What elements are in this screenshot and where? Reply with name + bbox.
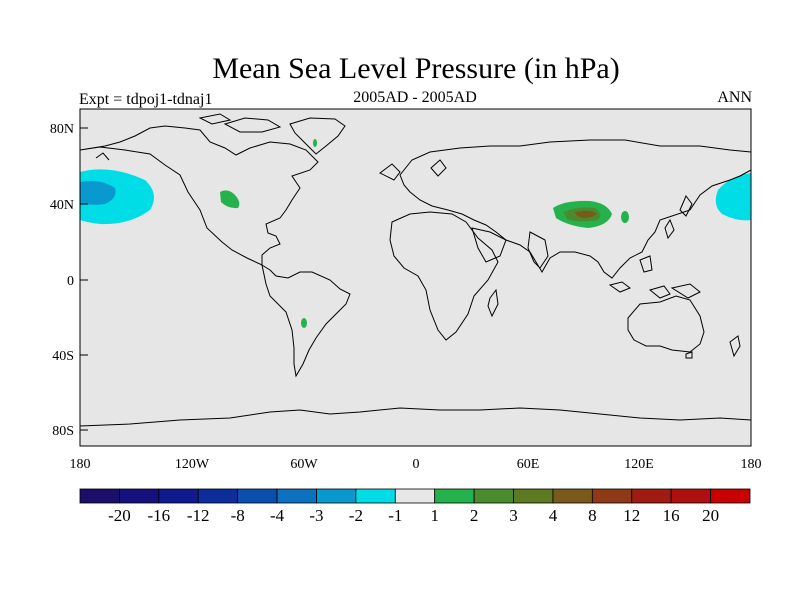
chart-title: Mean Sea Level Pressure (in hPa) bbox=[212, 52, 620, 85]
colorbar-swatch bbox=[276, 488, 317, 504]
colorbar-swatch bbox=[513, 488, 554, 504]
colorbar-swatch bbox=[591, 488, 633, 504]
anomaly-north-pacific-west bbox=[80, 169, 154, 225]
colorbar-label: 8 bbox=[588, 506, 597, 525]
lat-label-80n: 80N bbox=[50, 122, 74, 137]
colorbar-swatch bbox=[670, 488, 711, 504]
colorbar: -20 -16 -12 -8 -4 -3 -2 -1 1 2 3 4 8 12 16 20 bbox=[79, 488, 751, 525]
period-label: 2005AD - 2005AD bbox=[353, 89, 477, 106]
colorbar-label: 2 bbox=[470, 506, 479, 525]
colorbar-swatch bbox=[197, 488, 239, 504]
colorbar-label: -2 bbox=[349, 506, 363, 525]
experiment-label: Expt = tdpoj1-tdnaj1 bbox=[79, 91, 213, 108]
map-frame bbox=[79, 108, 752, 447]
colorbar-label: 12 bbox=[623, 506, 640, 525]
colorbar-swatch bbox=[79, 488, 120, 504]
colorbar-swatch bbox=[316, 488, 357, 504]
lon-label-60e: 60E bbox=[517, 457, 540, 472]
coastlines bbox=[80, 113, 751, 427]
colorbar-label: -12 bbox=[187, 506, 210, 525]
lon-label-120w: 120W bbox=[175, 457, 210, 472]
colorbar-swatch bbox=[119, 488, 160, 504]
colorbar-label: -4 bbox=[270, 506, 285, 525]
longitude-axis: 180 120W 60W 0 60E 120E 180 bbox=[70, 457, 762, 472]
colorbar-swatch bbox=[631, 488, 672, 504]
anomaly-tibet bbox=[553, 200, 629, 228]
colorbar-swatch bbox=[473, 488, 514, 504]
colorbar-swatch bbox=[158, 488, 199, 504]
lat-label-40n: 40N bbox=[50, 198, 74, 213]
anomaly-north-pacific-east bbox=[715, 173, 751, 221]
lat-label-40s: 40S bbox=[52, 349, 74, 364]
colorbar-label: 3 bbox=[509, 506, 518, 525]
colorbar-label: -16 bbox=[147, 506, 170, 525]
colorbar-label: 1 bbox=[430, 506, 439, 525]
lon-label-180w: 180 bbox=[70, 457, 91, 472]
anomaly-rockies bbox=[220, 190, 240, 209]
colorbar-label: -20 bbox=[108, 506, 131, 525]
map-background bbox=[80, 109, 751, 446]
lat-label-80s: 80S bbox=[52, 424, 74, 439]
colorbar-label: -8 bbox=[231, 506, 245, 525]
latitude-axis: 80N 40N 0 40S 80S bbox=[50, 122, 88, 439]
anomaly-andes bbox=[301, 318, 307, 328]
colorbar-label: -1 bbox=[388, 506, 402, 525]
colorbar-swatch bbox=[237, 488, 278, 504]
colorbar-swatch bbox=[552, 488, 593, 504]
season-label: ANN bbox=[717, 89, 752, 106]
lon-label-120e: 120E bbox=[624, 457, 654, 472]
colorbar-label: 4 bbox=[549, 506, 558, 525]
colorbar-label: 20 bbox=[702, 506, 719, 525]
lon-label-0: 0 bbox=[413, 457, 420, 472]
colorbar-swatch bbox=[434, 488, 475, 504]
lon-label-180e: 180 bbox=[741, 457, 762, 472]
colorbar-swatch bbox=[355, 488, 396, 504]
lon-label-60w: 60W bbox=[290, 457, 318, 472]
colorbar-label: 16 bbox=[663, 506, 680, 525]
colorbar-swatch bbox=[394, 488, 436, 504]
colorbar-swatch bbox=[710, 488, 751, 504]
anomaly-greenland bbox=[313, 139, 317, 147]
colorbar-label: -3 bbox=[309, 506, 323, 525]
lat-label-0: 0 bbox=[67, 274, 74, 289]
